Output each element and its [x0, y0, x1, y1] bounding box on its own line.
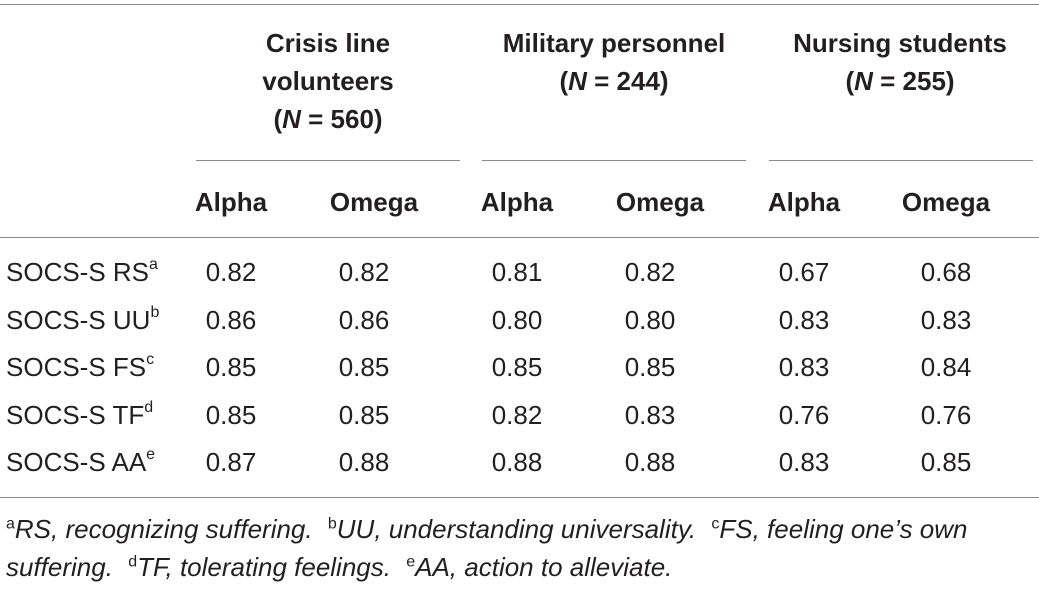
row-label-footnote-mark: c	[146, 351, 155, 369]
group-rule-crisis	[196, 160, 460, 161]
row-label: SOCS-S UUb	[6, 302, 159, 338]
table-footnotes: aRS, recognizing suffering. bUU, underst…	[6, 510, 1036, 586]
cell-value: 0.82	[624, 257, 676, 287]
group-rule-military	[482, 160, 746, 161]
cell-value: 0.85	[338, 352, 390, 382]
cell-value: 0.80	[624, 305, 676, 335]
table-top-rule	[0, 4, 1039, 5]
row-label-footnote-mark: a	[149, 256, 158, 274]
cell-value: 0.81	[491, 257, 543, 287]
cell-value: 0.82	[491, 400, 543, 430]
row-label-footnote-mark: d	[144, 399, 154, 417]
group-header-line1: Nursing students	[793, 28, 1007, 58]
group-header-n: (N = 560)	[273, 104, 383, 134]
table-bottom-rule	[0, 497, 1039, 498]
group-header-line2: volunteers	[262, 66, 394, 96]
footnote: bUU, understanding universality.	[328, 514, 696, 544]
subheader-alpha-military: Alpha	[480, 187, 554, 217]
cell-value: 0.82	[205, 257, 257, 287]
row-label-text: SOCS-S AA	[6, 447, 147, 477]
cell-value: 0.88	[338, 447, 390, 477]
footnote: cFS, feeling one’s own suffering.	[6, 514, 968, 582]
row-label-text: SOCS-S TF	[6, 400, 145, 430]
subheader-omega-crisis: Omega	[329, 187, 419, 217]
footnote: aRS, recognizing suffering.	[6, 514, 313, 544]
group-rule-nursing	[769, 160, 1033, 161]
footnote-mark: c	[711, 515, 720, 533]
cell-value: 0.85	[920, 447, 972, 477]
row-label-footnote-mark: b	[150, 304, 160, 322]
group-header-military-personnel: Military personnel (N = 244)	[467, 24, 761, 100]
cell-value: 0.88	[491, 447, 543, 477]
footnote-text: TF, tolerating feelings.	[137, 552, 391, 582]
row-label: SOCS-S RSa	[6, 254, 158, 290]
group-header-n: (N = 255)	[845, 66, 955, 96]
row-label: SOCS-S TFd	[6, 397, 153, 433]
cell-value: 0.85	[205, 400, 257, 430]
header-bottom-rule	[0, 237, 1039, 238]
cell-value: 0.87	[205, 447, 257, 477]
cell-value: 0.86	[205, 305, 257, 335]
cell-value: 0.83	[778, 447, 830, 477]
footnote: eAA, action to alleviate.	[406, 552, 672, 582]
footnote-text: FS, feeling one’s own suffering.	[6, 514, 968, 582]
cell-value: 0.68	[920, 257, 972, 287]
group-header-nursing-students: Nursing students (N = 255)	[761, 24, 1039, 100]
subheader-omega-nursing: Omega	[901, 187, 991, 217]
n-value: = 244)	[586, 66, 669, 96]
row-label-text: SOCS-S FS	[6, 352, 147, 382]
cell-value: 0.76	[778, 400, 830, 430]
row-label: SOCS-S FSc	[6, 349, 154, 385]
footnote: dTF, tolerating feelings.	[128, 552, 391, 582]
cell-value: 0.85	[205, 352, 257, 382]
row-label-text: SOCS-S UU	[6, 305, 151, 335]
cell-value: 0.85	[624, 352, 676, 382]
cell-value: 0.85	[338, 400, 390, 430]
cell-value: 0.88	[624, 447, 676, 477]
footnote-text: RS, recognizing suffering.	[14, 514, 313, 544]
cell-value: 0.84	[920, 352, 972, 382]
footnote-mark: b	[327, 515, 337, 533]
footnote-mark: a	[6, 515, 15, 533]
cell-value: 0.83	[778, 305, 830, 335]
footnote-mark: d	[128, 553, 138, 571]
n-label: N	[568, 66, 587, 96]
n-label: N	[854, 66, 873, 96]
row-label-text: SOCS-S RS	[6, 257, 150, 287]
row-label: SOCS-S AAe	[6, 444, 155, 480]
cell-value: 0.76	[920, 400, 972, 430]
subheader-alpha-nursing: Alpha	[767, 187, 841, 217]
footnote-text: AA, action to alleviate.	[415, 552, 673, 582]
footnote-mark: e	[406, 553, 416, 571]
cell-value: 0.83	[920, 305, 972, 335]
group-header-line1: Crisis line	[265, 28, 391, 58]
subheader-omega-military: Omega	[615, 187, 705, 217]
cell-value: 0.86	[338, 305, 390, 335]
n-value: = 255)	[872, 66, 955, 96]
row-label-footnote-mark: e	[146, 446, 156, 464]
subheader-alpha-crisis: Alpha	[194, 187, 268, 217]
cell-value: 0.83	[624, 400, 676, 430]
cell-value: 0.83	[778, 352, 830, 382]
group-header-crisis-line-volunteers: Crisis line volunteers (N = 560)	[196, 24, 460, 138]
cell-value: 0.67	[778, 257, 830, 287]
footnote-text: UU, understanding universality.	[336, 514, 697, 544]
n-label: N	[282, 104, 301, 134]
cell-value: 0.85	[491, 352, 543, 382]
cell-value: 0.80	[491, 305, 543, 335]
n-value: = 560)	[300, 104, 383, 134]
group-header-line1: Military personnel	[502, 28, 726, 58]
group-header-n: (N = 244)	[559, 66, 669, 96]
cell-value: 0.82	[338, 257, 390, 287]
